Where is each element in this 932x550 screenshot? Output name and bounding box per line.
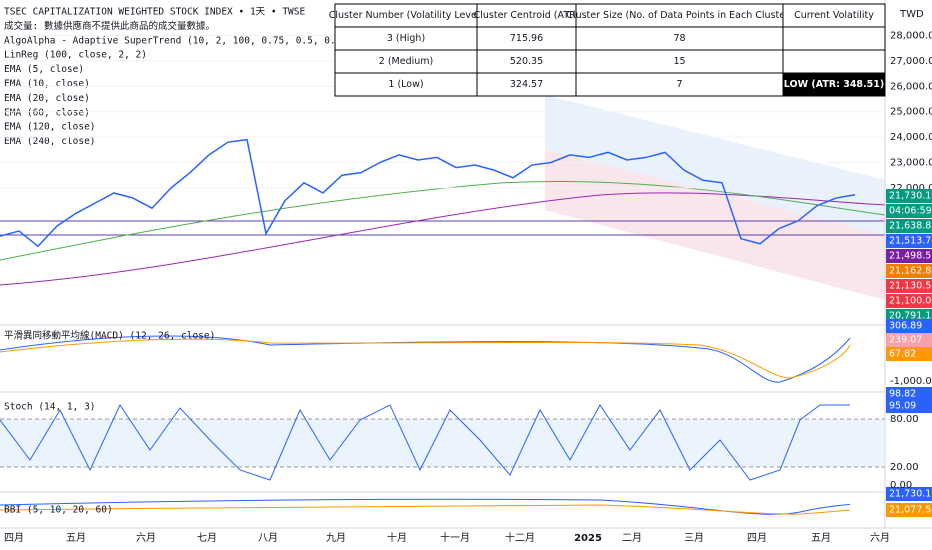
- price-badge-label: 67.82: [889, 349, 916, 360]
- price-badge: [886, 347, 932, 361]
- table-text: Cluster Size (No. of Data Points in Each…: [566, 10, 792, 21]
- time-label: 七月: [197, 532, 217, 544]
- price-badge: [886, 204, 932, 218]
- table-text: LOW (ATR: 348.51): [784, 79, 884, 90]
- time-label: 六月: [870, 532, 890, 544]
- legend-line: EMA (5, close): [4, 64, 84, 75]
- price-badge-label: 21,730.19: [889, 191, 932, 202]
- stoch-title: Stoch (14, 1, 3): [4, 402, 96, 413]
- price-line: [0, 138, 856, 248]
- price-badge-label: 306.89: [889, 321, 922, 332]
- price-badge-label: 239.07: [889, 335, 922, 346]
- price-badge-label: 20,791.15: [889, 311, 932, 322]
- table-cell: [782, 49, 886, 74]
- legend-line: EMA (20, close): [4, 93, 90, 104]
- price-badge-label: 21,638.81: [889, 221, 932, 232]
- price-badge-label: 21,513.77: [889, 236, 932, 247]
- time-label: 八月: [258, 532, 278, 544]
- table-text: 324.57: [510, 79, 543, 90]
- time-label: 五月: [66, 532, 86, 544]
- y-tick-label: 26,000.00: [890, 81, 932, 92]
- price-badge-label: 21,130.56: [889, 281, 932, 292]
- y-tick-label: 27,000.00: [890, 56, 932, 67]
- table-text: 715.96: [510, 33, 543, 44]
- stoch-axis-label: 0.00: [890, 480, 912, 491]
- price-badge: [886, 487, 932, 501]
- price-badge: [886, 219, 932, 233]
- price-badge-label: 04:06:59: [889, 206, 932, 217]
- currency: TWD: [899, 9, 924, 20]
- time-label: 二月: [622, 532, 642, 544]
- signal-line: [0, 338, 851, 379]
- table-text: 520.35: [510, 56, 543, 67]
- stoch-axis-label: 20.00: [890, 462, 919, 473]
- y-tick-label: 23,000.00: [890, 158, 932, 169]
- legend-line: AlgoAlpha - Adaptive SuperTrend (10, 2, …: [4, 35, 399, 46]
- y-tick-label: 25,000.00: [890, 107, 932, 118]
- time-label: 十月: [387, 531, 407, 544]
- legend-line: EMA (60, close): [4, 107, 90, 118]
- table-text: 2 (Medium): [379, 56, 433, 67]
- bbi-line: [0, 498, 851, 515]
- price-badge: [886, 234, 932, 248]
- legend-line: EMA (10, close): [4, 79, 90, 90]
- price-badge-label: 95.09: [889, 401, 916, 412]
- macd-line: [0, 335, 851, 383]
- price-badge-label: 21,730.19: [889, 489, 932, 500]
- time-label: 四月: [747, 532, 767, 544]
- time-label: 三月: [684, 532, 704, 544]
- legend-line: 成交量: 數據供應商不提供此商品的成交量數據。: [4, 20, 215, 32]
- y-tick-label: 24,000.00: [890, 132, 932, 143]
- price-badge: [886, 294, 932, 308]
- macd-axis-label: -1,000.00: [890, 376, 932, 387]
- price-badge-label: 21,100.00: [889, 296, 932, 307]
- price-badge-label: 21,077.57: [889, 505, 932, 516]
- price-badge: [886, 264, 932, 278]
- table-text: 1 (Low): [388, 79, 423, 90]
- price-badge-label: 98.82: [889, 389, 916, 400]
- price-badge: [886, 189, 932, 203]
- table-text: 7: [676, 79, 682, 90]
- legend-line: TSEC CAPITALIZATION WEIGHTED STOCK INDEX…: [4, 7, 305, 18]
- price-badge: [886, 503, 932, 517]
- ema-line: [0, 192, 886, 286]
- legend-line: EMA (240, close): [4, 136, 96, 147]
- y-tick-label: 28,000.00: [890, 31, 932, 42]
- legend-line: EMA (120, close): [4, 122, 96, 133]
- macd-title: 平滑異同移動平均線(MACD) (12, 26, close): [4, 330, 215, 342]
- time-label: 十一月: [440, 531, 470, 544]
- price-badge: [886, 249, 932, 263]
- table-text: 15: [673, 56, 685, 67]
- time-label: 四月: [4, 532, 24, 544]
- price-badge: [886, 387, 932, 401]
- table-text: 78: [673, 33, 685, 44]
- price-badge: [886, 333, 932, 347]
- table-text: Current Volatility: [794, 10, 874, 21]
- table-text: Cluster Centroid (ATR): [474, 10, 580, 21]
- table-cell: [782, 26, 886, 51]
- stoch-axis-label: 80.00: [890, 414, 919, 425]
- table-text: 3 (High): [387, 33, 425, 44]
- time-label: 五月: [811, 532, 831, 544]
- y-tick-label: 22,000.00: [890, 183, 932, 194]
- ema-line: [0, 180, 886, 261]
- time-label: 十二月: [505, 531, 535, 544]
- price-badge-label: 21,498.57: [889, 251, 932, 262]
- bbi-ma: [0, 504, 851, 515]
- bbi-title: BBI (5, 10, 20, 60): [4, 505, 113, 516]
- stoch-band: [0, 419, 885, 467]
- stoch-k: [0, 403, 850, 481]
- legend-line: LinReg (100, close, 2, 2): [4, 50, 147, 61]
- time-label: 六月: [136, 532, 156, 544]
- price-badge: [886, 399, 932, 413]
- time-label: 2025: [574, 533, 602, 544]
- time-label: 九月: [326, 532, 346, 544]
- table-cell: [782, 72, 886, 97]
- price-badge: [886, 319, 932, 333]
- price-badge-label: 21,162.85: [889, 266, 932, 277]
- table-text: Cluster Number (Volatility Level): [329, 10, 483, 21]
- price-badge: [886, 279, 932, 293]
